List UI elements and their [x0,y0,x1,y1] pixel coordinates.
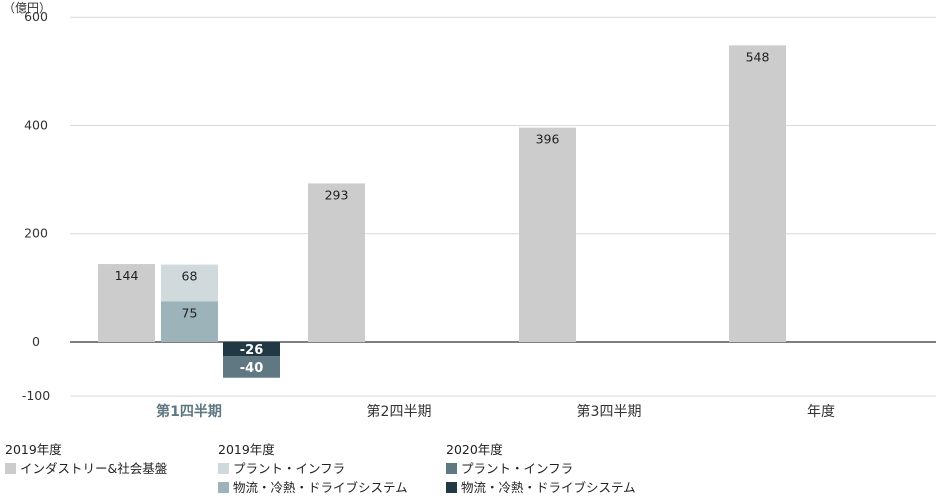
value-label: -40 [240,361,264,376]
y-tick-label: 400 [24,117,48,132]
legend-label: 物流・冷熱・ドライブシステム [461,480,636,495]
legend-item: インダストリー&社会基盤 [5,459,167,478]
bar-chart: （億円） 600 400 200 0 -100 144 293 396 548 68 75 -26 -… [3,1,936,420]
value-label: -26 [240,343,264,358]
y-tick-label: 600 [24,9,48,24]
bar [223,356,280,378]
legend-group-3: 2020年度 プラント・インフラ 物流・冷熱・ドライブシステム [446,440,636,497]
legend-label: 物流・冷熱・ドライブシステム [233,480,408,495]
bar [161,301,218,342]
value-label: 68 [182,269,198,284]
legend-label: プラント・インフラ [461,461,574,476]
value-label: 396 [536,132,560,147]
y-tick-label: 0 [32,334,40,349]
legend-group-title: 2020年度 [446,442,503,457]
legend-swatch [446,463,457,474]
y-tick-label: -100 [22,388,50,403]
bar [161,264,218,302]
legend-item: 物流・冷熱・ドライブシステム [218,478,408,497]
legend-item: プラント・インフラ [218,459,408,478]
legend-swatch [446,482,457,493]
bar [308,183,365,342]
legend-item: プラント・インフラ [446,459,636,478]
bar [98,264,155,342]
legend-group-title: 2019年度 [218,442,275,457]
value-label: 144 [115,268,139,283]
category-label: 第2四半期 [367,403,432,420]
bar [223,342,280,357]
value-label: 75 [182,305,198,320]
value-label: 293 [325,187,349,202]
legend-label: インダストリー&社会基盤 [20,461,168,476]
legend-group-2: 2019年度 プラント・インフラ 物流・冷熱・ドライブシステム [218,440,408,497]
legend-swatch [218,482,229,493]
legend-group-title: 2019年度 [5,442,62,457]
bar [729,45,786,342]
category-label: 第3四半期 [577,403,642,420]
value-label: 548 [746,49,770,64]
legend-swatch [5,463,16,474]
category-label: 第1四半期 [156,403,222,420]
legend-label: プラント・インフラ [233,461,346,476]
unit-label: （億円） [3,1,51,15]
legend-swatch [218,463,229,474]
legend-item: 物流・冷熱・ドライブシステム [446,478,636,497]
category-label: 年度 [807,404,835,420]
legend-group-1: 2019年度 インダストリー&社会基盤 [5,440,167,478]
y-tick-label: 200 [24,226,48,241]
bar [519,127,576,342]
